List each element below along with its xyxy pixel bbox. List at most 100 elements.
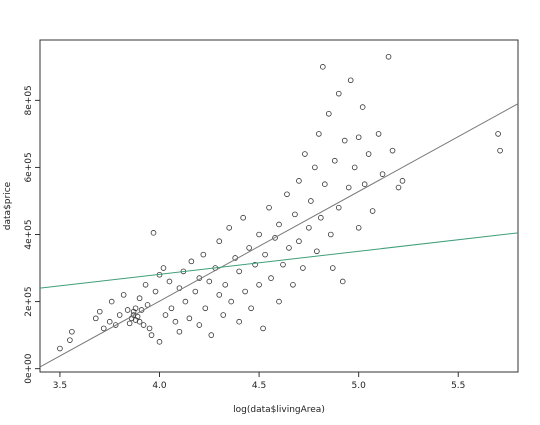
data-point — [385, 53, 392, 60]
data-point — [345, 184, 352, 191]
data-point — [124, 307, 131, 313]
y-tick-label: 2e+05 — [24, 286, 34, 316]
data-point — [136, 318, 143, 325]
data-point — [69, 328, 75, 335]
data-point — [150, 230, 157, 236]
x-tick-label: 4.0 — [152, 381, 167, 391]
data-point — [286, 245, 292, 251]
data-point — [216, 238, 223, 245]
data-point — [272, 235, 278, 241]
y-axis-ticks: 0e+00 2e+05 4e+05 6e+05 8e+05 — [24, 85, 40, 384]
y-tick-label: 6e+05 — [24, 152, 34, 182]
data-point — [296, 178, 302, 184]
x-tick-label: 4.5 — [252, 381, 266, 391]
data-point — [395, 184, 402, 191]
x-axis-ticks: 3.5 4.0 4.5 5.0 5.5 — [53, 372, 465, 391]
data-point — [341, 137, 348, 144]
data-point — [96, 308, 103, 315]
data-point — [168, 305, 175, 312]
data-point — [172, 318, 179, 325]
data-point — [160, 265, 167, 271]
data-point — [57, 345, 63, 352]
data-point — [280, 261, 286, 268]
data-point — [355, 224, 362, 231]
data-points — [57, 53, 503, 352]
data-point — [284, 191, 290, 198]
data-point — [188, 258, 195, 265]
x-tick-label: 5.0 — [352, 381, 367, 391]
data-point — [142, 282, 149, 288]
data-point — [146, 325, 153, 332]
data-point — [314, 248, 320, 255]
data-point — [256, 282, 262, 288]
data-point — [248, 305, 254, 312]
data-point — [100, 325, 107, 332]
data-point — [359, 104, 366, 110]
y-tick-label: 8e+05 — [24, 85, 34, 115]
data-point — [322, 181, 328, 188]
data-point — [276, 221, 282, 228]
data-point — [399, 178, 406, 184]
data-point — [216, 292, 223, 298]
data-point — [240, 214, 246, 221]
y-axis-title: data$price — [3, 181, 13, 230]
data-point — [339, 278, 346, 285]
data-point — [300, 265, 306, 271]
data-point — [365, 151, 372, 157]
data-point — [331, 157, 338, 164]
data-point — [276, 298, 282, 305]
data-point — [347, 77, 354, 84]
data-point — [136, 295, 143, 302]
data-point — [320, 64, 326, 70]
data-point — [112, 322, 119, 328]
data-point — [375, 131, 382, 137]
data-point — [196, 322, 203, 328]
data-point — [236, 318, 242, 325]
data-point — [290, 282, 296, 288]
data-point — [306, 224, 312, 231]
data-point — [308, 198, 314, 204]
fit-lines — [39, 103, 519, 368]
data-point — [220, 312, 227, 318]
data-point — [325, 110, 332, 117]
data-point — [335, 204, 342, 211]
plot-frame — [39, 39, 519, 373]
data-point — [92, 315, 99, 322]
data-point — [206, 278, 213, 285]
data-point — [268, 275, 274, 281]
data-point — [335, 90, 342, 97]
data-point — [327, 231, 334, 238]
data-point — [379, 171, 386, 177]
data-point — [134, 313, 141, 320]
data-point — [351, 164, 358, 171]
y-tick-label: 0e+00 — [24, 353, 34, 384]
data-point — [156, 339, 163, 345]
data-point — [162, 312, 169, 318]
data-point — [200, 251, 207, 258]
x-axis-title: log(data$livingArea) — [233, 405, 325, 415]
data-point — [252, 261, 258, 268]
data-point — [302, 151, 308, 157]
y-tick-label: 4e+05 — [24, 219, 34, 249]
data-point — [389, 147, 396, 154]
data-point — [312, 164, 318, 171]
data-point — [192, 288, 199, 295]
data-point — [355, 134, 362, 141]
data-point — [497, 147, 503, 154]
data-point — [318, 214, 324, 221]
data-point — [106, 318, 113, 325]
data-point — [182, 298, 189, 305]
data-point — [120, 292, 127, 298]
data-point — [296, 238, 302, 245]
data-point — [292, 211, 298, 218]
data-point — [228, 298, 235, 305]
data-point — [260, 325, 266, 332]
data-point — [226, 224, 233, 231]
data-point — [148, 332, 155, 338]
data-point — [246, 245, 252, 251]
data-point — [126, 320, 133, 327]
data-point — [329, 265, 336, 271]
data-point — [132, 305, 139, 312]
x-tick-label: 3.5 — [53, 381, 67, 391]
